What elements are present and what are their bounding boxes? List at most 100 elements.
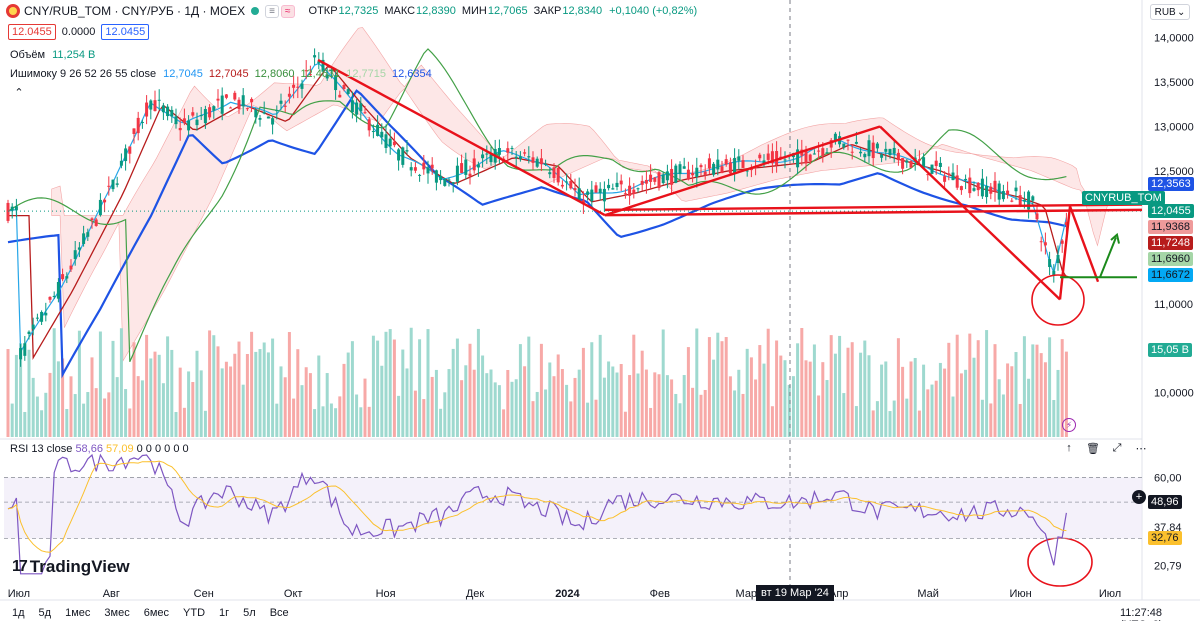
volume-bar bbox=[199, 370, 203, 437]
delete-icon[interactable]: 🗑 bbox=[1086, 443, 1100, 455]
volume-legend[interactable]: Объём 11,254 B bbox=[10, 49, 95, 61]
volume-bar bbox=[678, 403, 682, 437]
volume-bar bbox=[611, 366, 615, 437]
tradingview-logo[interactable]: 17 TradingView bbox=[12, 557, 130, 577]
candle-body bbox=[1048, 259, 1052, 268]
buy-button[interactable]: 12.0455 bbox=[101, 24, 150, 40]
volume-bar bbox=[191, 382, 195, 437]
range-button[interactable]: 1г bbox=[219, 607, 230, 619]
range-button[interactable]: 5л bbox=[243, 607, 256, 619]
candle-body bbox=[140, 121, 144, 123]
candle-body bbox=[489, 154, 493, 163]
volume-bar bbox=[359, 407, 363, 437]
candle-body bbox=[888, 148, 892, 156]
volume-bar bbox=[468, 343, 472, 437]
volume-bar bbox=[674, 393, 678, 437]
volume-bar bbox=[1031, 344, 1035, 437]
more-icon[interactable]: ⋯ bbox=[1135, 443, 1147, 455]
tradingview-logo-text: TradingView bbox=[29, 557, 130, 576]
volume-bar bbox=[287, 332, 291, 437]
candle-body bbox=[224, 94, 228, 98]
volume-bar bbox=[132, 342, 136, 437]
ichimoku-value: 12,7715 bbox=[346, 68, 386, 80]
volume-bar bbox=[355, 394, 359, 437]
volume-bar bbox=[216, 346, 220, 437]
candle-body bbox=[573, 188, 577, 191]
candle-body bbox=[821, 148, 825, 156]
add-alert-icon[interactable]: + bbox=[1132, 490, 1146, 504]
candle-body bbox=[397, 149, 401, 161]
volume-bar bbox=[871, 410, 875, 437]
volume-bar bbox=[1056, 369, 1060, 437]
volume-bar bbox=[913, 357, 917, 437]
candle-body bbox=[1043, 242, 1047, 246]
candle-body bbox=[292, 84, 296, 88]
candle-body bbox=[241, 95, 245, 107]
volume-bar bbox=[686, 347, 690, 437]
range-button[interactable]: Все bbox=[269, 607, 289, 619]
symbol-title[interactable]: CNY/RUB_TOM · CNY/РУБ · 1Д · MOEX bbox=[24, 4, 246, 18]
volume-bar bbox=[397, 395, 401, 437]
volume-bar bbox=[510, 381, 514, 437]
candle-body bbox=[716, 159, 720, 170]
compare-icon[interactable]: ≡ bbox=[265, 4, 280, 18]
volume-bar bbox=[745, 348, 749, 437]
move-up-icon[interactable]: ↑ bbox=[1066, 442, 1072, 454]
volume-bar bbox=[695, 328, 699, 437]
volume-bar bbox=[350, 341, 354, 437]
x-tick-label: Май bbox=[917, 588, 939, 600]
candle-body bbox=[258, 117, 262, 120]
x-tick-label: Июл bbox=[1099, 588, 1121, 600]
candle-body bbox=[472, 158, 476, 171]
range-button[interactable]: 5д bbox=[38, 607, 52, 619]
rsi-legend[interactable]: RSI 13 close 58,66 57,09 0 0 0 0 0 0 bbox=[10, 443, 189, 455]
candle-body bbox=[1035, 213, 1039, 220]
rsi-line bbox=[7, 453, 1067, 575]
candle-body bbox=[220, 95, 224, 114]
candle-body bbox=[720, 166, 724, 174]
candle-body bbox=[65, 276, 69, 279]
candle-body bbox=[363, 112, 367, 114]
rsi-zeros: 0 0 0 0 0 0 bbox=[136, 443, 189, 455]
volume-bar bbox=[964, 369, 968, 437]
ichimoku-legend[interactable]: Ишимоку 9 26 52 26 55 close 12,7045 12,70… bbox=[10, 68, 438, 80]
candle-body bbox=[355, 102, 359, 115]
ohlc-key: ОТКР bbox=[308, 5, 338, 17]
candle-body bbox=[833, 133, 837, 141]
candle-body bbox=[842, 143, 846, 148]
candle-body bbox=[691, 172, 695, 176]
green-arrow-head bbox=[1110, 232, 1120, 244]
candle-body bbox=[19, 348, 23, 360]
volume-bar bbox=[44, 392, 48, 437]
candle-body bbox=[808, 154, 812, 161]
green-arrow-line bbox=[1099, 237, 1117, 278]
sell-button[interactable]: 12.0455 bbox=[8, 24, 56, 40]
x-tick-label: 2024 bbox=[555, 588, 580, 600]
candle-body bbox=[40, 311, 44, 322]
volume-bar bbox=[644, 369, 648, 437]
range-button[interactable]: 3мес bbox=[104, 607, 130, 619]
volume-name: Объём bbox=[10, 49, 46, 61]
x-tick-label: Фев bbox=[650, 588, 670, 600]
compare-alt-icon[interactable]: ≈ bbox=[281, 4, 295, 18]
range-button[interactable]: 1мес bbox=[65, 607, 91, 619]
ohlc-key: МАКС bbox=[384, 5, 416, 17]
currency-button[interactable]: RUB ⌄ bbox=[1150, 4, 1190, 20]
volume-bar bbox=[502, 409, 506, 437]
candle-body bbox=[485, 153, 489, 155]
volume-bar bbox=[880, 364, 884, 437]
range-button[interactable]: 6мес bbox=[143, 607, 170, 619]
volume-bar bbox=[40, 410, 44, 437]
candle-body bbox=[77, 247, 81, 250]
candle-body bbox=[577, 188, 581, 202]
clock[interactable]: 11:27:48 (UTC+3) bbox=[1120, 607, 1163, 621]
maximize-icon[interactable]: ⤢ bbox=[1112, 442, 1122, 454]
volume-bar bbox=[392, 339, 396, 437]
candle-body bbox=[1031, 196, 1035, 201]
collapse-icon[interactable]: ⌃ bbox=[14, 87, 24, 99]
range-button[interactable]: 1д bbox=[12, 607, 25, 619]
range-button[interactable]: YTD bbox=[183, 607, 206, 619]
flash-icon[interactable]: ⚡ bbox=[1062, 418, 1076, 432]
candle-body bbox=[439, 175, 443, 181]
